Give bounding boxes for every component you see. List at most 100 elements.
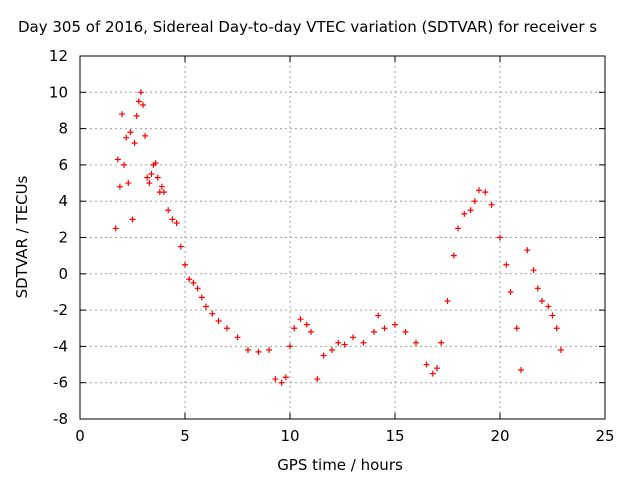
data-point xyxy=(488,201,495,208)
data-point xyxy=(182,261,188,268)
y-axis-label: SDTVAR / TECUs xyxy=(13,175,31,299)
data-point xyxy=(161,189,167,196)
y-tick-label: 6 xyxy=(58,156,68,174)
y-tick-label: -8 xyxy=(53,410,68,428)
data-point xyxy=(224,325,230,332)
y-tick-label: 10 xyxy=(49,83,68,101)
data-point xyxy=(282,374,289,381)
data-point xyxy=(471,198,478,205)
y-tick-label: 2 xyxy=(58,229,68,247)
data-point xyxy=(308,328,314,335)
data-point xyxy=(423,361,430,368)
y-tick-label: 8 xyxy=(58,120,68,138)
y-tick-label: -6 xyxy=(53,374,68,392)
data-point xyxy=(438,339,445,346)
data-point xyxy=(320,352,327,359)
data-point xyxy=(255,348,262,355)
data-point xyxy=(287,343,293,350)
data-point xyxy=(186,276,193,283)
x-tick-label: 0 xyxy=(75,427,85,445)
data-point xyxy=(375,312,382,319)
data-point xyxy=(539,298,545,305)
data-point xyxy=(482,189,489,196)
data-point xyxy=(434,365,440,372)
data-point xyxy=(455,225,461,232)
y-tick-label: -2 xyxy=(53,301,68,319)
data-point xyxy=(165,207,172,214)
data-point xyxy=(549,312,556,319)
data-point xyxy=(123,134,130,141)
data-point xyxy=(203,303,209,310)
data-point xyxy=(112,225,119,232)
data-point xyxy=(116,183,123,190)
data-point xyxy=(198,294,205,301)
data-point xyxy=(173,219,180,226)
data-point xyxy=(127,129,134,136)
data-point xyxy=(297,316,304,323)
data-point xyxy=(461,210,468,217)
data-points xyxy=(112,89,564,386)
data-point xyxy=(444,298,451,305)
data-point xyxy=(524,247,531,254)
data-point xyxy=(413,339,419,346)
data-point xyxy=(553,325,560,332)
data-point xyxy=(557,347,564,354)
data-point xyxy=(266,347,272,354)
data-point xyxy=(158,183,165,190)
data-point xyxy=(545,303,552,310)
data-point xyxy=(507,288,514,295)
plot-border xyxy=(79,55,606,420)
x-tick-label: 15 xyxy=(385,427,404,445)
data-point xyxy=(209,310,216,317)
x-tick-label: 25 xyxy=(595,427,614,445)
data-point xyxy=(234,334,241,341)
data-point xyxy=(215,317,222,324)
y-tick-label: 4 xyxy=(58,192,68,210)
data-point xyxy=(291,325,298,332)
y-tick-label: -4 xyxy=(53,337,68,355)
data-point xyxy=(137,89,144,96)
data-point xyxy=(125,180,132,187)
data-point xyxy=(392,321,398,328)
data-point xyxy=(503,261,510,268)
data-point xyxy=(329,347,335,354)
data-point xyxy=(146,180,153,187)
data-point xyxy=(314,376,321,383)
data-point xyxy=(513,325,520,332)
y-tick-label: 12 xyxy=(49,47,68,65)
data-point xyxy=(518,366,524,373)
data-point xyxy=(148,170,155,177)
data-point xyxy=(154,174,161,181)
data-point xyxy=(429,370,436,377)
data-point xyxy=(129,216,136,223)
data-point xyxy=(135,98,142,105)
x-tick-label: 10 xyxy=(280,427,299,445)
data-point xyxy=(303,321,310,328)
data-point xyxy=(121,161,128,168)
x-axis-label: GPS time / hours xyxy=(277,456,403,474)
y-tick-label: 0 xyxy=(58,265,68,283)
data-point xyxy=(476,187,482,194)
data-point xyxy=(144,174,151,181)
data-point xyxy=(190,279,197,286)
data-point xyxy=(341,341,348,348)
data-point xyxy=(335,339,342,346)
x-tick-label: 5 xyxy=(180,427,190,445)
data-point xyxy=(534,285,541,292)
data-point xyxy=(467,207,474,214)
chart-title: Day 305 of 2016, Sidereal Day-to-day VTE… xyxy=(18,18,598,36)
data-point xyxy=(194,285,201,292)
data-point xyxy=(381,325,388,332)
data-point xyxy=(530,267,537,274)
data-point xyxy=(497,234,503,241)
data-point xyxy=(114,156,121,163)
data-point xyxy=(140,102,146,109)
data-point xyxy=(402,328,409,335)
x-tick-label: 20 xyxy=(490,427,509,445)
data-point xyxy=(371,328,377,335)
data-point xyxy=(131,140,138,147)
data-point xyxy=(119,111,125,118)
data-point xyxy=(360,339,367,346)
data-point xyxy=(177,243,184,250)
